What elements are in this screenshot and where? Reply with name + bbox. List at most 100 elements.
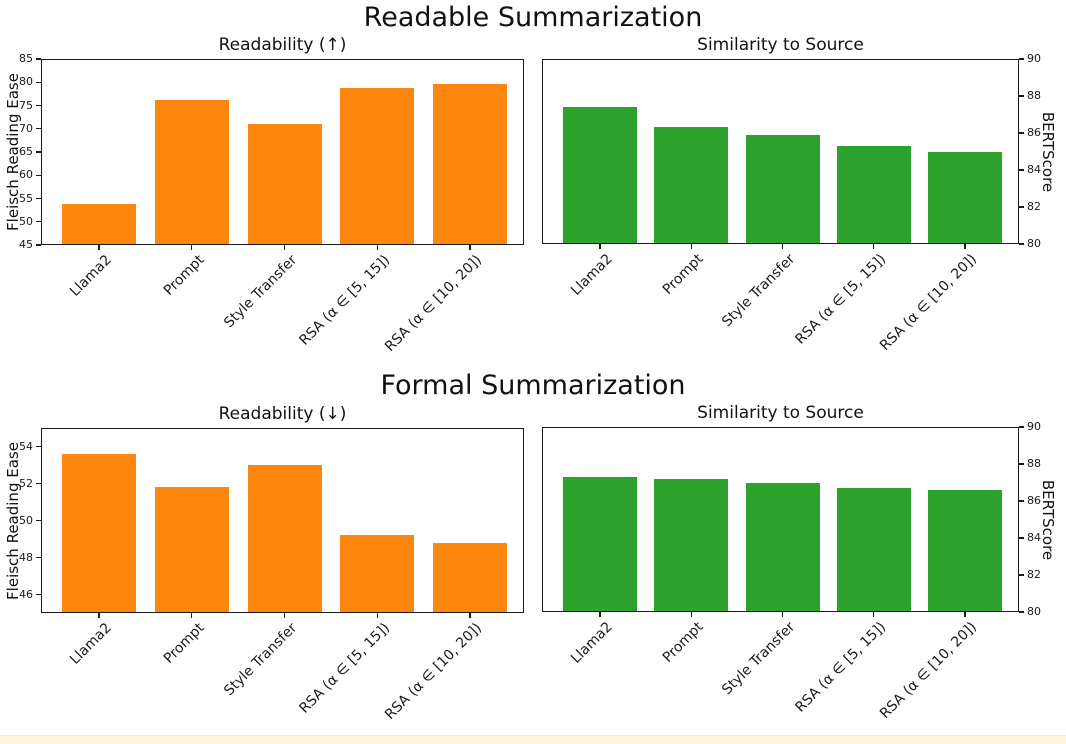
y-tick-mark	[1019, 206, 1024, 208]
x-tick-label-llama2: Llama2	[567, 251, 616, 299]
bar-llama2	[563, 107, 637, 243]
x-tick-label-prompt: Prompt	[659, 619, 707, 666]
y-tick-mark	[36, 197, 41, 200]
y-tick-label: 82	[1027, 568, 1041, 581]
y-tick-label: 80	[19, 75, 33, 89]
y-tick-mark	[36, 151, 41, 153]
bar-rsa-10-20	[928, 489, 1002, 611]
bar-style-transfer	[247, 124, 322, 244]
x-tick-label-rsa-5-15: RSA (α ∈ [5, 15])	[295, 620, 393, 717]
x-tick-label-rsa-5-15: RSA (α ∈ [5, 15])	[295, 252, 393, 349]
y-tick-mark	[1019, 537, 1024, 539]
y-tick-label: 90	[1027, 52, 1041, 65]
y-tick-mark	[36, 128, 41, 130]
x-tick-label-style-transfer: Style Transfer	[718, 251, 798, 331]
bar-style-transfer	[745, 482, 820, 611]
y-tick-label: 54	[19, 439, 33, 453]
y-tick-label: 84	[1027, 531, 1041, 544]
bar-llama2	[62, 204, 136, 244]
y-tick-mark	[36, 482, 41, 485]
y-tick-label: 84	[1027, 163, 1041, 176]
y-tick-mark	[36, 174, 41, 176]
y-tick-label: 82	[1027, 200, 1041, 213]
subplot-readable-summarization-similarity-to-source: Similarity to Source BERTScore 80 82 84 86 88 9…	[542, 35, 1057, 354]
y-tick-label: 55	[19, 191, 33, 205]
y-tick-mark	[36, 556, 41, 559]
subplot-title: Readability (↑)	[218, 35, 347, 55]
y-tick-label: 88	[1027, 89, 1041, 102]
x-tick-mark	[690, 612, 692, 617]
y-tick-label: 50	[19, 513, 33, 527]
bar-rsa-10-20	[433, 84, 507, 244]
bottom-notebook-strip	[0, 735, 1066, 744]
y-tick-mark	[36, 221, 41, 223]
y-tick-label: 85	[19, 52, 33, 65]
subplot-readable-summarization-readability: Readability (↑) Fleisch Reading Ease 45 50 5…	[4, 35, 524, 355]
y-tick-mark	[36, 519, 41, 522]
x-tick-label-prompt: Prompt	[160, 252, 208, 299]
x-tick-mark	[191, 613, 193, 618]
x-tick-mark	[599, 612, 601, 617]
bar-rsa-5-15	[836, 145, 911, 243]
y-tick-label: 48	[19, 550, 33, 564]
y-tick-mark	[36, 104, 41, 107]
y-tick-label: 60	[19, 168, 33, 182]
y-tick-label: 88	[1027, 457, 1041, 470]
x-tick-mark	[376, 245, 378, 250]
x-tick-label-prompt: Prompt	[160, 620, 208, 667]
y-tick-label: 52	[19, 476, 33, 490]
y-axis-label-text: BERTScore	[1039, 479, 1057, 560]
x-tick-label-rsa-10-20: RSA (α ∈ [10, 20])	[382, 620, 486, 723]
bar-prompt	[654, 127, 729, 243]
x-tick-label-prompt: Prompt	[659, 251, 707, 298]
y-tick-mark	[1019, 95, 1024, 97]
y-tick-mark	[1019, 611, 1024, 613]
x-tick-mark	[964, 244, 966, 249]
y-tick-mark	[1019, 243, 1024, 245]
y-tick-label: 70	[19, 121, 33, 135]
subplot-formal-summarization-similarity-to-source: Similarity to Source BERTScore 80 82 84 86 88 9…	[542, 403, 1057, 722]
y-tick-mark	[1019, 500, 1024, 502]
subplot-title: Similarity to Source	[697, 403, 864, 423]
subplot-title: Similarity to Source	[697, 35, 864, 55]
row-title-readable-summarization: Readable Summarization	[363, 2, 703, 33]
bar-rsa-5-15	[836, 488, 911, 611]
bar-llama2	[563, 476, 637, 611]
plot-frame	[542, 59, 1019, 244]
x-tick-mark	[781, 612, 784, 617]
x-tick-mark	[98, 613, 100, 618]
y-tick-label: 50	[19, 214, 33, 228]
y-tick-mark	[1019, 574, 1024, 576]
y-tick-mark	[1019, 463, 1024, 465]
x-tick-label-style-transfer: Style Transfer	[718, 619, 798, 699]
bar-prompt	[154, 99, 229, 244]
x-tick-mark	[690, 244, 692, 249]
y-tick-mark	[36, 58, 41, 60]
x-tick-mark	[599, 244, 601, 249]
x-tick-label-llama2: Llama2	[66, 252, 115, 300]
y-tick-label: 75	[19, 98, 33, 112]
x-tick-mark	[98, 245, 100, 250]
y-tick-label: 80	[1027, 605, 1041, 618]
plot-frame	[41, 59, 524, 245]
subplot-formal-summarization-readability: Readability (↓) Fleisch Reading Ease 46 48 5…	[4, 404, 524, 723]
subplot-title: Readability (↓)	[218, 404, 347, 424]
y-tick-mark	[36, 445, 41, 448]
bar-rsa-10-20	[928, 151, 1002, 243]
x-tick-label-style-transfer: Style Transfer	[220, 620, 300, 700]
y-tick-label: 86	[1027, 494, 1041, 507]
y-tick-label: 46	[19, 587, 33, 601]
x-tick-mark	[469, 613, 471, 618]
y-tick-label: 80	[1027, 237, 1041, 250]
bar-prompt	[654, 478, 729, 611]
bar-style-transfer	[745, 134, 820, 243]
x-tick-label-style-transfer: Style Transfer	[220, 252, 300, 332]
x-tick-mark	[469, 245, 471, 250]
x-tick-label-rsa-5-15: RSA (α ∈ [5, 15])	[792, 619, 890, 716]
x-tick-mark	[283, 245, 286, 250]
plot-frame	[542, 427, 1019, 612]
y-tick-mark	[36, 593, 41, 596]
y-tick-mark	[1019, 132, 1024, 134]
bar-rsa-10-20	[433, 542, 507, 612]
